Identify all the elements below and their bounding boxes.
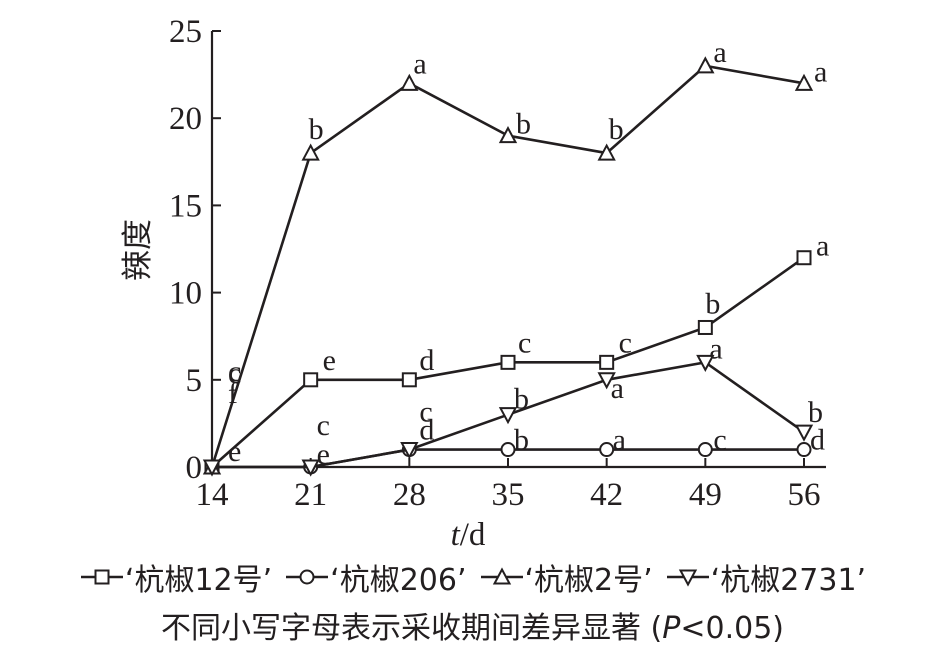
significance-letter: c: [228, 355, 241, 388]
x-tick-label: 14: [196, 477, 229, 513]
legend-circle-icon: [286, 569, 329, 585]
significance-letter: c: [317, 409, 330, 442]
square-marker: [94, 569, 110, 585]
y-tick-label: 20: [169, 101, 202, 137]
triangle-down-marker: [696, 354, 715, 372]
significance-letter: b: [309, 113, 324, 146]
x-tick-label: 56: [788, 477, 821, 513]
x-tick-label: 49: [689, 477, 722, 513]
significance-letter: d: [419, 414, 434, 447]
square-marker: [599, 354, 615, 370]
significance-letter: b: [516, 108, 531, 141]
significance-letter: e: [323, 344, 336, 377]
significance-letter: a: [413, 47, 426, 80]
significance-letter: d: [810, 424, 825, 457]
x-tick-label: 42: [590, 477, 623, 513]
legend: ‘杭椒12号’ ‘杭椒206’ ‘杭椒2号’ ‘杭椒2731’: [0, 553, 945, 601]
circle-marker: [500, 442, 516, 458]
triangle-up-marker: [696, 56, 715, 74]
triangle-down-marker: [202, 459, 222, 477]
y-tick-label: 10: [169, 276, 202, 312]
triangle-up-marker: [492, 567, 511, 585]
y-tick-label: 5: [186, 363, 203, 399]
x-axis-ticks: 14 21 28 35 42 49 56: [196, 458, 821, 513]
significance-letter: e: [317, 438, 330, 471]
triangle-up-marker: [400, 73, 419, 91]
significance-letter: b: [705, 287, 720, 320]
significance-letter: a: [709, 332, 722, 365]
legend-label: ‘杭椒2号’: [524, 563, 653, 598]
significance-letter: c: [228, 357, 241, 390]
triangle-down-marker: [301, 459, 320, 477]
legend-item: ‘杭椒2号’: [479, 555, 653, 599]
triangle-up-marker: [498, 126, 518, 144]
significance-letter: d: [419, 344, 434, 377]
series-layer: [202, 56, 814, 477]
triangle-up-marker: [301, 143, 320, 161]
legend-item: ‘杭椒12号’: [79, 555, 272, 599]
significance-letter: a: [713, 36, 726, 69]
significance-letter: a: [611, 372, 624, 405]
significance-letter: b: [609, 113, 624, 146]
triangle-down-marker: [498, 407, 518, 425]
significance-letter: a: [613, 424, 626, 457]
significance-letter: e: [228, 435, 241, 468]
circle-marker: [299, 569, 315, 585]
y-axis-ticks: 0 5 10 15 20 25: [169, 14, 221, 486]
y-tick-label: 25: [169, 14, 202, 50]
y-tick-label: 0: [186, 450, 203, 486]
triangle-down-marker: [678, 569, 697, 587]
square-marker: [697, 319, 713, 335]
x-axis-title: t/d: [451, 517, 486, 553]
series-triangle-down: [202, 354, 814, 477]
legend-item: ‘杭椒206’: [284, 555, 467, 599]
significance-letter: b: [808, 396, 823, 429]
legend-label: ‘杭椒206’: [330, 563, 467, 598]
significance-letter: c: [419, 396, 432, 429]
significance-letter: c: [713, 424, 726, 457]
square-marker: [796, 250, 812, 266]
significance-letter: f: [228, 377, 238, 410]
square-marker: [500, 354, 516, 370]
triangle-down-marker: [400, 442, 419, 460]
y-tick-label: 15: [169, 188, 202, 224]
significance-letter: b: [514, 424, 529, 457]
square-marker: [303, 372, 319, 388]
significance-letter: c: [619, 326, 632, 359]
legend-label: ‘杭椒12号’: [124, 563, 273, 598]
triangle-up-marker: [794, 73, 814, 91]
legend-item: ‘杭椒2731’: [665, 555, 866, 599]
triangle-up-marker: [597, 143, 616, 161]
triangle-down-marker: [597, 372, 616, 390]
x-tick-label: 21: [294, 477, 327, 513]
significance-letter: a: [814, 55, 827, 88]
significance-note: 不同小写字母表示采收期间差异显著 (P<0.05): [161, 611, 784, 646]
significance-letter: a: [816, 230, 829, 263]
significance-letter: b: [514, 383, 529, 416]
square-marker: [401, 372, 417, 388]
y-axis-title: 辣度: [120, 219, 156, 281]
triangle-down-marker: [794, 424, 814, 442]
x-tick-label: 28: [393, 477, 426, 513]
legend-triangle-up-icon: [480, 567, 523, 585]
x-tick-label: 35: [492, 477, 525, 513]
circle-marker: [599, 442, 615, 458]
significance-letter: c: [518, 326, 531, 359]
legend-square-icon: [80, 569, 123, 585]
legend-triangle-down-icon: [666, 569, 709, 587]
circle-marker: [796, 442, 812, 458]
legend-label: ‘杭椒2731’: [710, 563, 867, 598]
circle-marker: [697, 442, 713, 458]
